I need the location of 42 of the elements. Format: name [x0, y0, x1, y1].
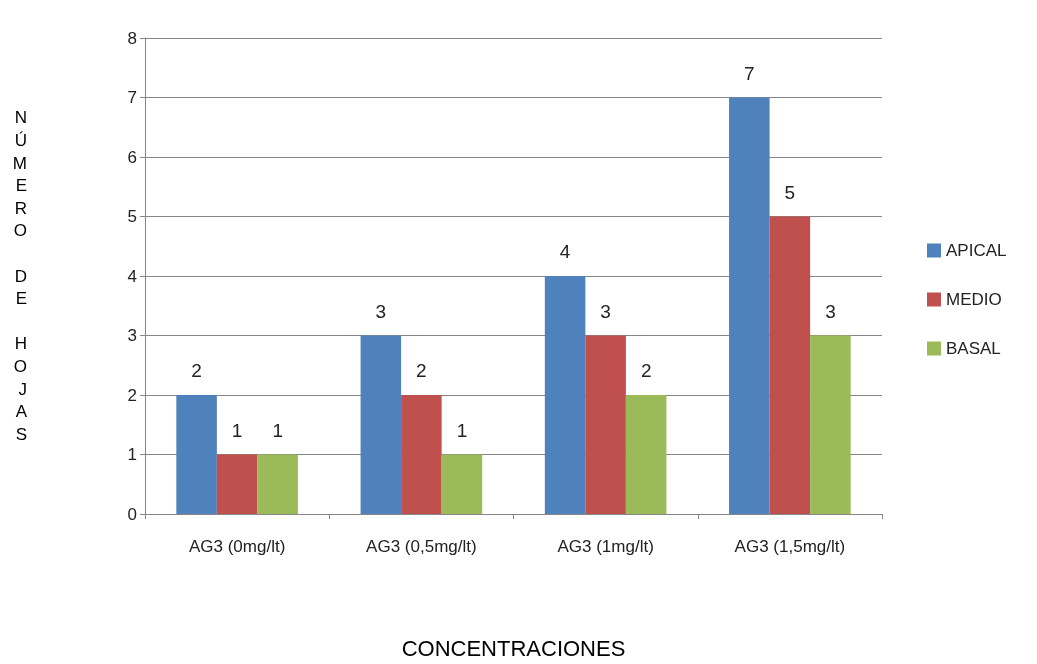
y-tick-label: 7: [127, 88, 137, 107]
bar: [625, 395, 667, 514]
x-tick-label: AG3 (0,5mg/lt): [366, 537, 477, 556]
x-axis-title: CONCENTRACIONES: [401, 635, 626, 661]
data-label: 2: [416, 360, 427, 381]
y-tick-label: 0: [127, 504, 137, 524]
y-tick-label: 4: [127, 266, 137, 286]
x-tick-label: AG3 (1,5mg/lt): [734, 537, 846, 556]
bar: [176, 395, 217, 514]
x-tick-label: AG3 (1mg/lt): [557, 537, 654, 556]
bar: [441, 454, 483, 514]
bar: [257, 454, 298, 514]
y-tick-label: 6: [127, 147, 137, 167]
y-tick-label: 8: [127, 28, 137, 48]
y-tick-label: 3: [127, 326, 137, 345]
data-label: 3: [825, 300, 836, 322]
x-tick-label: AG3 (0mg/lt): [188, 537, 286, 556]
bar: [544, 276, 586, 514]
legend-label: APICAL: [946, 241, 1007, 260]
text: NÚMERO DE HOJAS: [12, 108, 27, 444]
data-label: 2: [191, 360, 202, 381]
data-label: 4: [559, 241, 571, 262]
bar: [729, 97, 770, 514]
data-label: 1: [272, 419, 283, 441]
bar: [769, 216, 811, 514]
bar: [585, 335, 626, 514]
y-tick-label: 5: [127, 207, 137, 226]
data-label: 1: [456, 419, 468, 441]
bar: [360, 335, 402, 514]
data-label: 7: [744, 62, 755, 84]
data-label: 5: [784, 181, 796, 203]
legend-label: MEDIO: [946, 290, 1002, 309]
bar: [810, 335, 851, 514]
bar: [216, 454, 258, 514]
data-label: 3: [600, 300, 611, 322]
data-label: 2: [640, 360, 652, 381]
y-tick-label: 2: [127, 385, 137, 405]
legend-label: BASAL: [946, 339, 1001, 358]
data-label: 1: [231, 419, 243, 441]
bar: [401, 395, 442, 514]
data-label: 3: [375, 300, 387, 322]
y-tick-label: 1: [127, 445, 137, 464]
